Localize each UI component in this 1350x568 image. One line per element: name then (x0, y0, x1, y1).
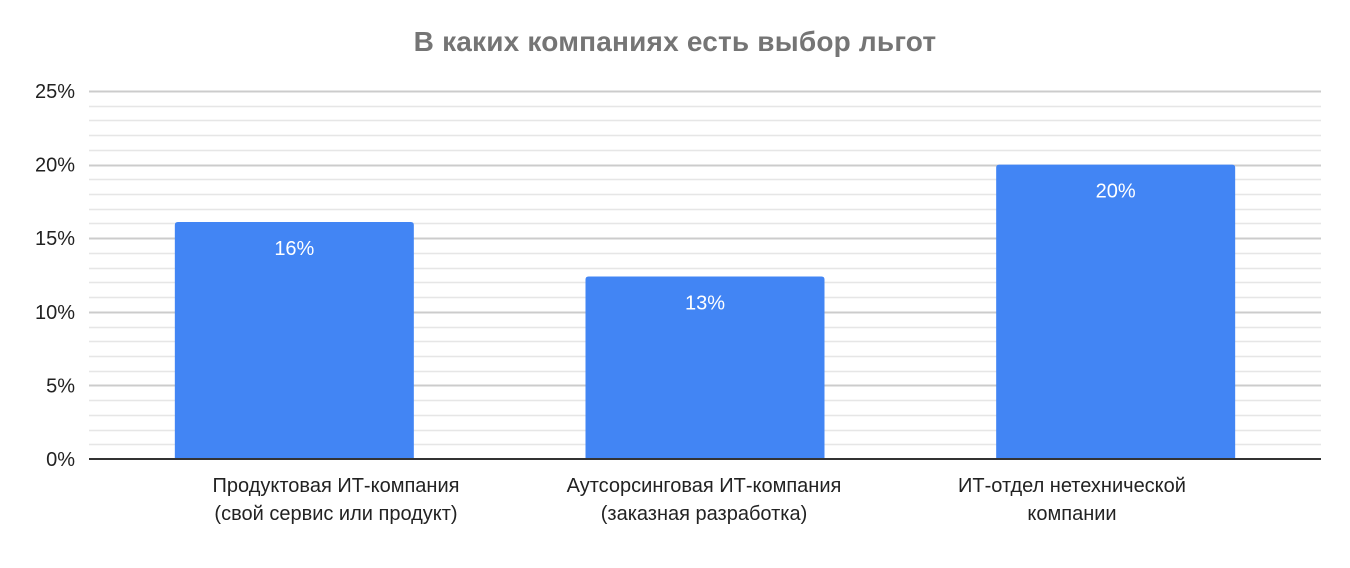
y-axis-labels: 0% 5% 10% 15% 20% 25% (35, 81, 75, 471)
x-label-line: Аутсорсинговая ИТ-компания (566, 475, 842, 497)
y-tick-label: 5% (46, 375, 75, 397)
bar-data-label: 13% (685, 292, 725, 314)
bar-data-label: 16% (274, 238, 314, 260)
y-tick-label: 10% (35, 302, 75, 324)
x-label-line: (свой сервис или продукт) (214, 503, 458, 525)
x-label-line: ИТ-отдел нетехнической (958, 475, 1186, 497)
y-tick-label: 15% (35, 228, 75, 250)
x-label-product-company: Продуктовая ИТ-компания (свой сервис или… (156, 472, 516, 528)
x-label-line: Продуктовая ИТ-компания (212, 475, 460, 497)
bar (996, 164, 1236, 459)
bars: 16% 13% 20% (174, 164, 1236, 459)
x-label-line: компании (1027, 503, 1117, 525)
x-label-line: (заказная разработка) (600, 503, 808, 525)
y-tick-label: 25% (35, 81, 75, 103)
chart-title: В каких компаниях есть выбор льгот (413, 26, 937, 57)
bar (585, 276, 825, 459)
x-label-outsourcing-company: Аутсорсинговая ИТ-компания (заказная раз… (524, 472, 884, 528)
y-tick-label: 0% (46, 449, 75, 471)
y-tick-label: 20% (35, 155, 75, 177)
bar (174, 222, 414, 459)
x-label-it-department: ИТ-отдел нетехнической компании (892, 472, 1252, 528)
bar-data-label: 20% (1096, 181, 1136, 203)
